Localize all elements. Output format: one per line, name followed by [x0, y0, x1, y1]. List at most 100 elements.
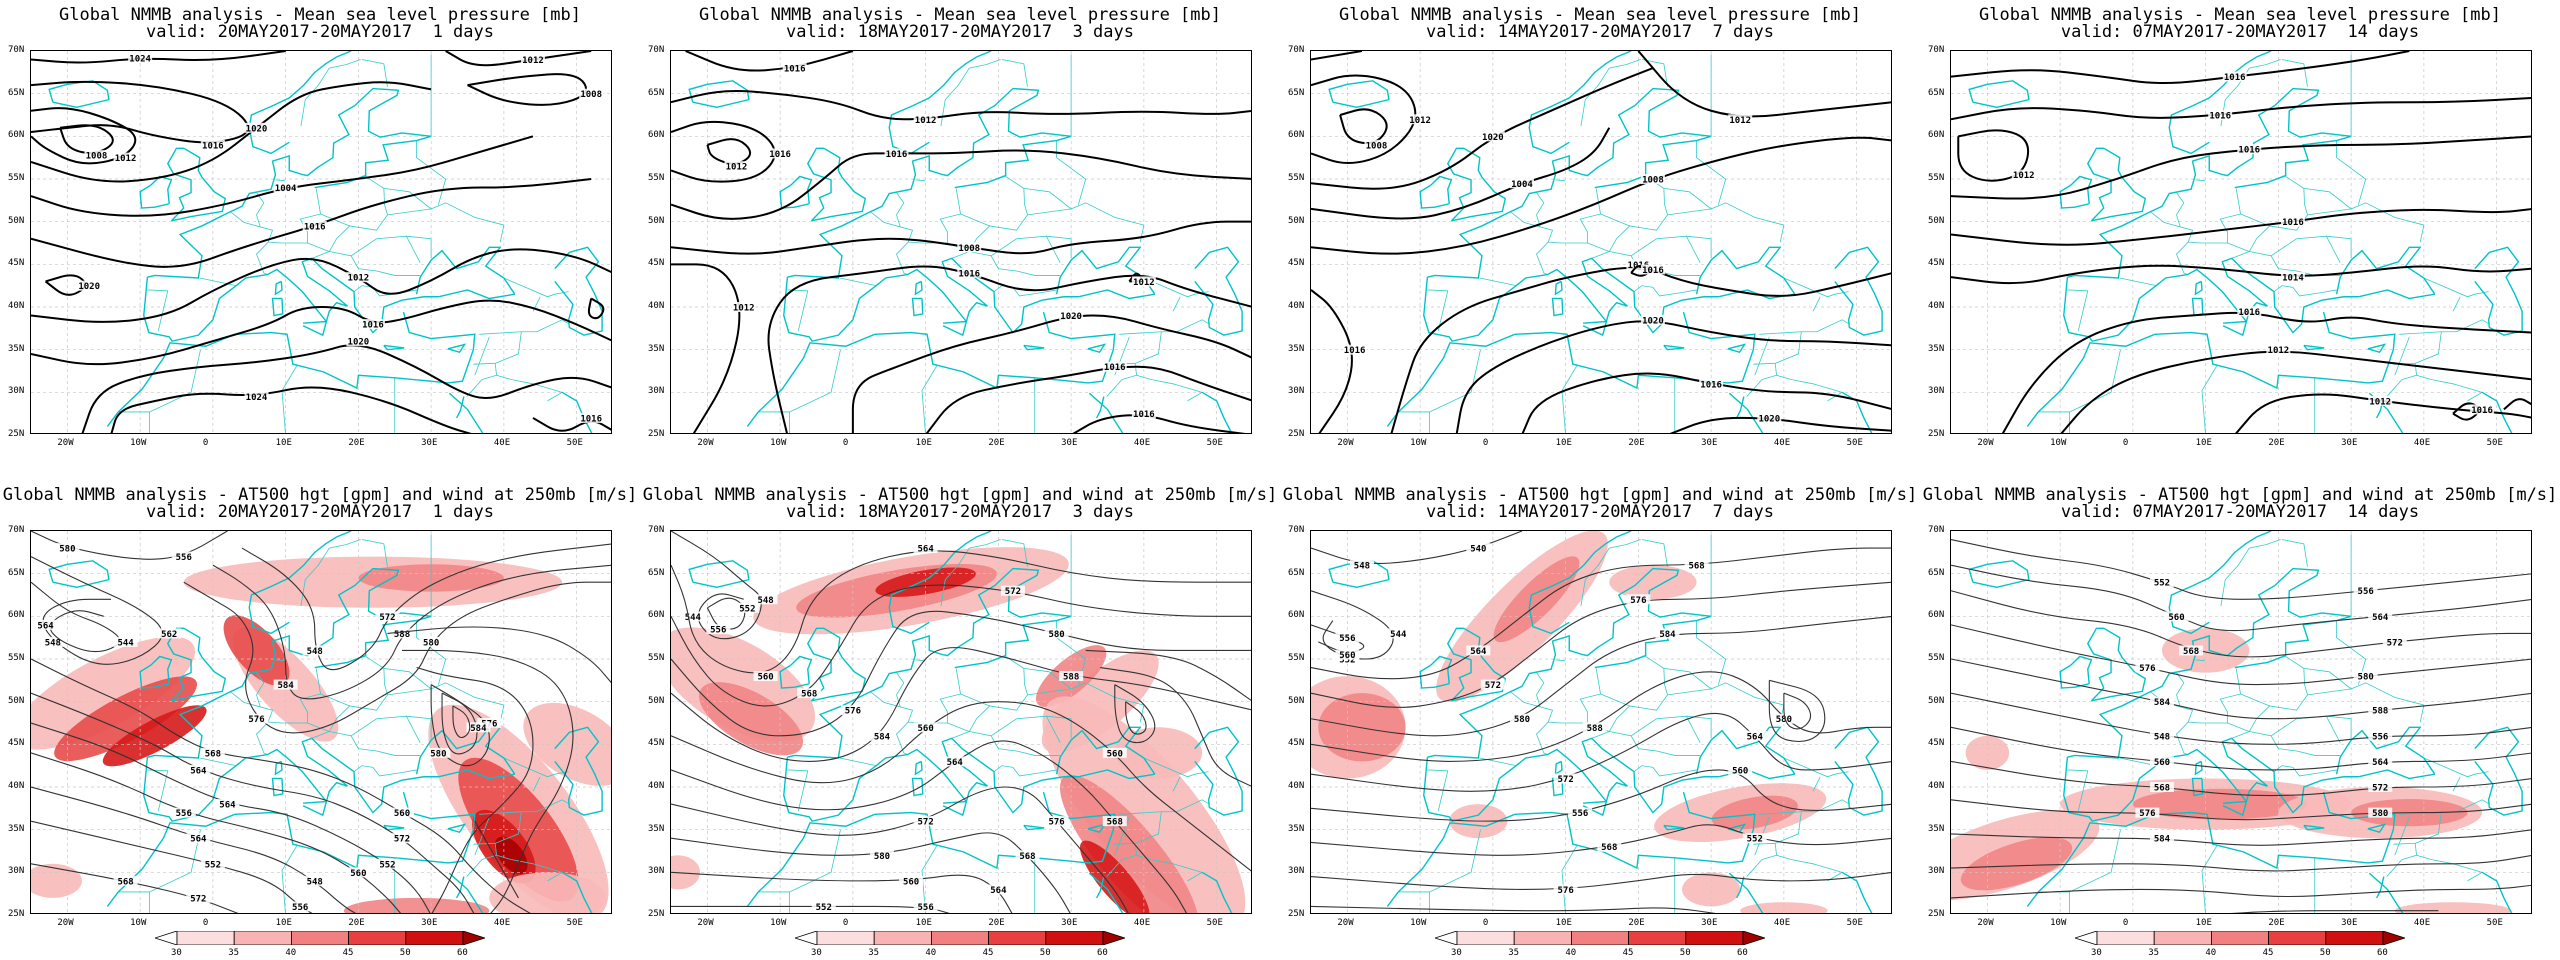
contour-label: 568	[1019, 852, 1035, 862]
panel-title: Global NMMB analysis - AT500 hgt [gpm] a…	[1282, 485, 1918, 505]
colorbar-label: 30	[171, 948, 182, 958]
panel-title: Global NMMB analysis - AT500 hgt [gpm] a…	[642, 485, 1278, 505]
coastline	[914, 280, 923, 296]
country-border	[350, 255, 421, 276]
country-border	[474, 816, 490, 856]
jet-wind-shading	[223, 615, 290, 686]
country-border	[256, 192, 265, 227]
lon-tick-label: 50E	[566, 918, 583, 928]
country-border	[1591, 731, 1610, 739]
country-border	[1429, 349, 1481, 433]
coastline	[1201, 391, 1233, 433]
coastline	[787, 635, 944, 759]
wind-speed-colorbar	[2075, 931, 2405, 945]
jet-wind-shading	[54, 676, 197, 762]
lat-tick-label: 65N	[648, 87, 665, 98]
lat-tick-label: 65N	[1288, 87, 1305, 98]
contour-label: 560	[757, 673, 773, 683]
colorbar-label: 35	[2148, 948, 2160, 958]
panel-valid-period: valid: 18MAY2017-20MAY2017 3 days	[786, 22, 1134, 42]
lon-tick-label: 20W	[57, 918, 74, 928]
country-border	[2281, 59, 2308, 87]
height-contour	[1311, 769, 1891, 822]
height-contour	[31, 581, 120, 653]
contour-label: 568	[205, 749, 221, 759]
lon-tick-label: 10E	[275, 918, 292, 928]
contour-label: 580	[2358, 673, 2374, 683]
lon-tick-label: 50E	[1206, 918, 1223, 928]
lon-tick-label: 10W	[130, 438, 147, 448]
contour-label: 1012	[1133, 278, 1155, 288]
country-border	[2416, 374, 2484, 402]
country-border	[268, 188, 322, 244]
colorbar-segment	[2210, 931, 2269, 945]
country-border	[536, 799, 570, 813]
coastline	[48, 560, 110, 589]
height-contour	[241, 543, 611, 671]
lon-tick-label: 50E	[566, 438, 583, 448]
country-border	[2231, 731, 2250, 739]
country-border	[1427, 769, 1449, 811]
height-contour	[1114, 684, 1156, 744]
coastline	[1594, 615, 1712, 669]
contour-label: 572	[1485, 681, 1501, 691]
colorbar-max-arrow	[1102, 931, 1125, 945]
lat-tick-label: 50N	[648, 695, 665, 706]
lon-tick-label: 20W	[697, 918, 714, 928]
coastline	[746, 311, 1116, 427]
lat-tick-label: 55N	[648, 173, 665, 183]
country-border	[2188, 188, 2242, 244]
mslp-map-panel: Global NMMB analysis - Mean sea level pr…	[1920, 0, 2560, 480]
height-contour	[671, 531, 762, 640]
country-border	[416, 620, 447, 685]
contour-label: 1004	[275, 184, 297, 194]
lon-tick-label: 30E	[2341, 438, 2358, 448]
country-border	[2452, 776, 2461, 792]
lon-tick-label: 0	[202, 918, 209, 928]
contour-label: 564	[990, 886, 1007, 896]
country-border	[503, 757, 569, 778]
colorbar-min-arrow	[1435, 931, 1458, 945]
contour-label: 1012	[2013, 171, 2035, 181]
country-border	[1143, 757, 1209, 778]
map-area: 552 556 560 564 568 572 576 580 584 588 548 556 560 5…	[1950, 530, 2532, 914]
contour-label: 1016	[1642, 266, 1664, 276]
coastline	[779, 655, 813, 689]
height-contour	[1311, 547, 1891, 680]
lon-tick-label: 40E	[1773, 918, 1791, 928]
map-svg: 1012 1008 1020 1004 1008 1012 1016 1016 1020 1016…	[1311, 51, 1891, 433]
wind-speed-colorbar	[1435, 931, 1765, 945]
lat-tick-label: 65N	[8, 87, 25, 98]
panel-title: Global NMMB analysis - Mean sea level pr…	[1339, 5, 1861, 25]
lon-tick-label: 50E	[1846, 438, 1863, 448]
coastline	[1095, 396, 1105, 419]
contour-label: 1012	[348, 274, 370, 284]
country-border	[940, 59, 1001, 127]
coastline	[1554, 760, 1563, 776]
coastline	[1055, 726, 1156, 775]
country-border	[2270, 735, 2341, 756]
country-border	[307, 705, 350, 733]
lon-tick-label: 50E	[2486, 438, 2503, 448]
contour-label: 556	[1339, 634, 1355, 644]
panel-title: Global NMMB analysis - AT500 hgt [gpm] a…	[2, 485, 638, 505]
jet-wind-shading	[343, 897, 490, 913]
country-border	[2416, 854, 2484, 882]
country-border	[896, 672, 905, 707]
lat-tick-label: 50N	[648, 215, 665, 226]
contour-label: 1016	[784, 65, 806, 75]
contour-label: 548	[307, 647, 323, 657]
country-border	[1754, 336, 1770, 376]
coastline	[2375, 876, 2385, 899]
lon-tick-label: 20E	[348, 438, 365, 448]
country-border	[1027, 688, 1072, 696]
coastline	[1582, 567, 1712, 657]
coastline	[1554, 280, 1563, 296]
height-contour	[1951, 884, 2531, 899]
contour-label: 588	[1063, 673, 1079, 683]
contour-label: 1012	[522, 56, 544, 66]
country-border	[1686, 235, 1712, 259]
jet-wind-shading	[31, 636, 196, 750]
lat-tick-label: 60N	[648, 610, 665, 621]
height-contour	[1311, 712, 1891, 792]
